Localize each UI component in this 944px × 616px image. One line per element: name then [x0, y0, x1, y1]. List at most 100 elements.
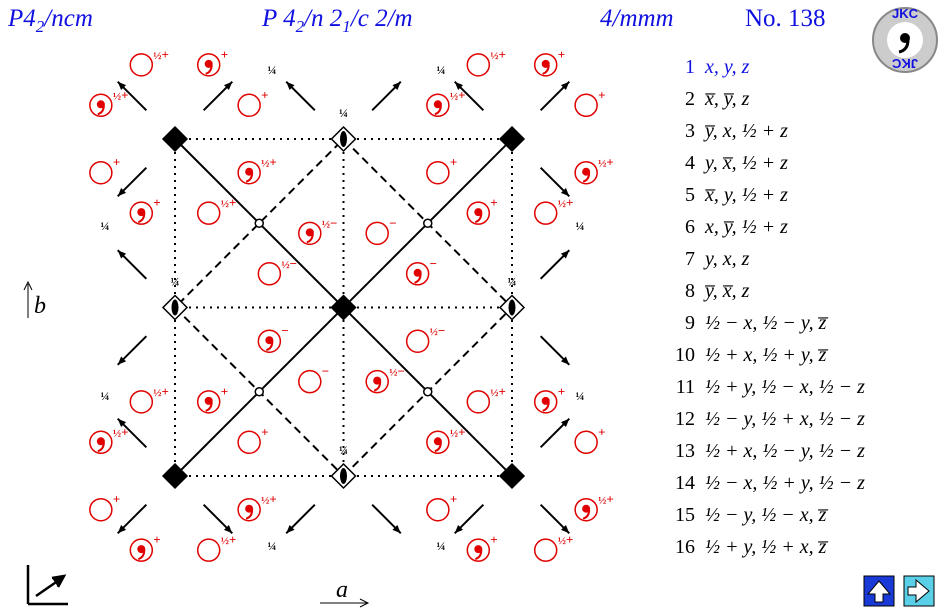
comma-tail	[97, 105, 105, 116]
general-position: +	[466, 195, 498, 225]
twofold-axis	[117, 249, 148, 280]
position-number: 2	[685, 88, 695, 110]
general-position: ½−	[257, 256, 297, 286]
height-label: −	[322, 364, 329, 379]
twofold-axis	[117, 81, 148, 112]
general-position: ½+	[426, 424, 466, 455]
height-label: ¼	[268, 63, 277, 77]
arrow-head	[223, 81, 233, 91]
general-position: ½+	[466, 384, 506, 414]
arrow-head	[117, 524, 127, 534]
sign: +	[606, 492, 613, 507]
twofold-axis	[539, 418, 570, 449]
symmetry-diagram: ¼¼¼ ¼¼ ¼¼ ¼¼ ¼¼ ¼++++++++½+½+½+½+½+½+½+½+½+½+…	[89, 47, 614, 562]
sign: +	[269, 155, 276, 170]
position-number: 16	[675, 536, 695, 558]
comma-tail	[434, 442, 442, 453]
height-label: +	[598, 87, 605, 102]
general-position: +	[533, 384, 565, 414]
position-number: 10	[675, 344, 695, 366]
logo-text: JKC	[891, 56, 918, 71]
position-coords: ½ − y, ½ + x, ½ − z	[705, 408, 865, 430]
comma-tail	[205, 401, 213, 412]
half: ½	[113, 427, 121, 439]
height-label: ½+	[221, 532, 237, 547]
general-position: +	[533, 47, 565, 77]
logo-text: JKC	[892, 6, 919, 21]
half: ½	[153, 387, 161, 399]
arrow-head	[117, 81, 127, 91]
height-label: ½−	[389, 364, 405, 379]
nav-up[interactable]	[863, 575, 895, 607]
height-label: +	[558, 384, 565, 399]
comma-tail	[414, 273, 422, 284]
position-coords: ½ + x, ½ − y, ½ − z	[705, 440, 865, 462]
sign: −	[281, 323, 288, 338]
half: ½	[450, 90, 458, 102]
arrow-head	[560, 418, 570, 428]
position-circle	[426, 160, 450, 185]
sign: +	[499, 384, 506, 399]
position-coords: ½ − x, ½ + y, ½ − z	[705, 472, 865, 494]
position-number: 6	[685, 216, 695, 238]
fourfold-axis	[161, 125, 189, 153]
twofold-axis	[454, 81, 485, 112]
position-coords: ½ + x, ½ + y, z̅	[705, 344, 829, 366]
axis-label: a	[336, 577, 348, 603]
height-label: +	[153, 532, 160, 547]
position-number: 9	[685, 312, 695, 334]
sign: +	[558, 384, 565, 399]
arrow-head	[560, 81, 570, 91]
position-circle	[196, 538, 221, 562]
position-circle	[466, 53, 491, 77]
general-position: +	[89, 492, 120, 522]
height-label: −	[430, 256, 437, 271]
position-number: 4	[685, 152, 695, 174]
comma-tail	[137, 550, 146, 561]
arrow-head	[560, 187, 570, 197]
comma-tail	[137, 213, 146, 224]
position-circle	[237, 430, 261, 455]
group-number: No. 138	[745, 5, 826, 32]
nav-next[interactable]	[903, 575, 935, 607]
short-post: /ncm	[42, 5, 93, 32]
sign: +	[162, 47, 169, 62]
sign: +	[261, 87, 268, 102]
sign: +	[162, 384, 169, 399]
twofold-lens	[508, 299, 516, 316]
height-label: ¼	[437, 539, 446, 553]
twofold-axis	[371, 503, 402, 534]
full-symbol: P 42/n 21/c 2/m	[261, 5, 413, 36]
short-symbol: P42/ncm	[7, 5, 93, 36]
sign: +	[558, 47, 565, 62]
position-coords: y, x, z	[703, 248, 750, 270]
twofold-axis	[539, 503, 570, 534]
full-sub: 2	[296, 17, 305, 36]
position-number: 14	[675, 472, 695, 494]
position-circle	[466, 390, 491, 414]
general-position: ½+	[426, 87, 466, 118]
axis-label: b	[34, 293, 46, 319]
half: ½	[153, 50, 161, 62]
height-label: +	[598, 424, 605, 439]
position-circle	[426, 497, 450, 522]
height-label: ½−	[430, 323, 446, 338]
general-position: −	[257, 323, 289, 353]
sign: +	[566, 532, 573, 547]
sign: +	[450, 492, 457, 507]
arrow-head	[223, 524, 233, 534]
half: ½	[113, 90, 121, 102]
height-label: ½+	[558, 532, 574, 547]
twofold-axis	[371, 81, 402, 112]
comma-tail	[265, 341, 274, 352]
half: ½	[490, 387, 498, 399]
sign: −	[397, 364, 404, 379]
twofold-axis	[285, 503, 316, 534]
arrow-head	[392, 524, 401, 534]
position-coords: ½ + y, ½ − x, ½ − z	[705, 376, 865, 398]
height-label: ¼	[339, 106, 348, 120]
position-number: 15	[675, 504, 695, 526]
arrow-head	[117, 187, 127, 197]
general-position: +	[237, 87, 269, 118]
inversion-center	[423, 387, 433, 397]
